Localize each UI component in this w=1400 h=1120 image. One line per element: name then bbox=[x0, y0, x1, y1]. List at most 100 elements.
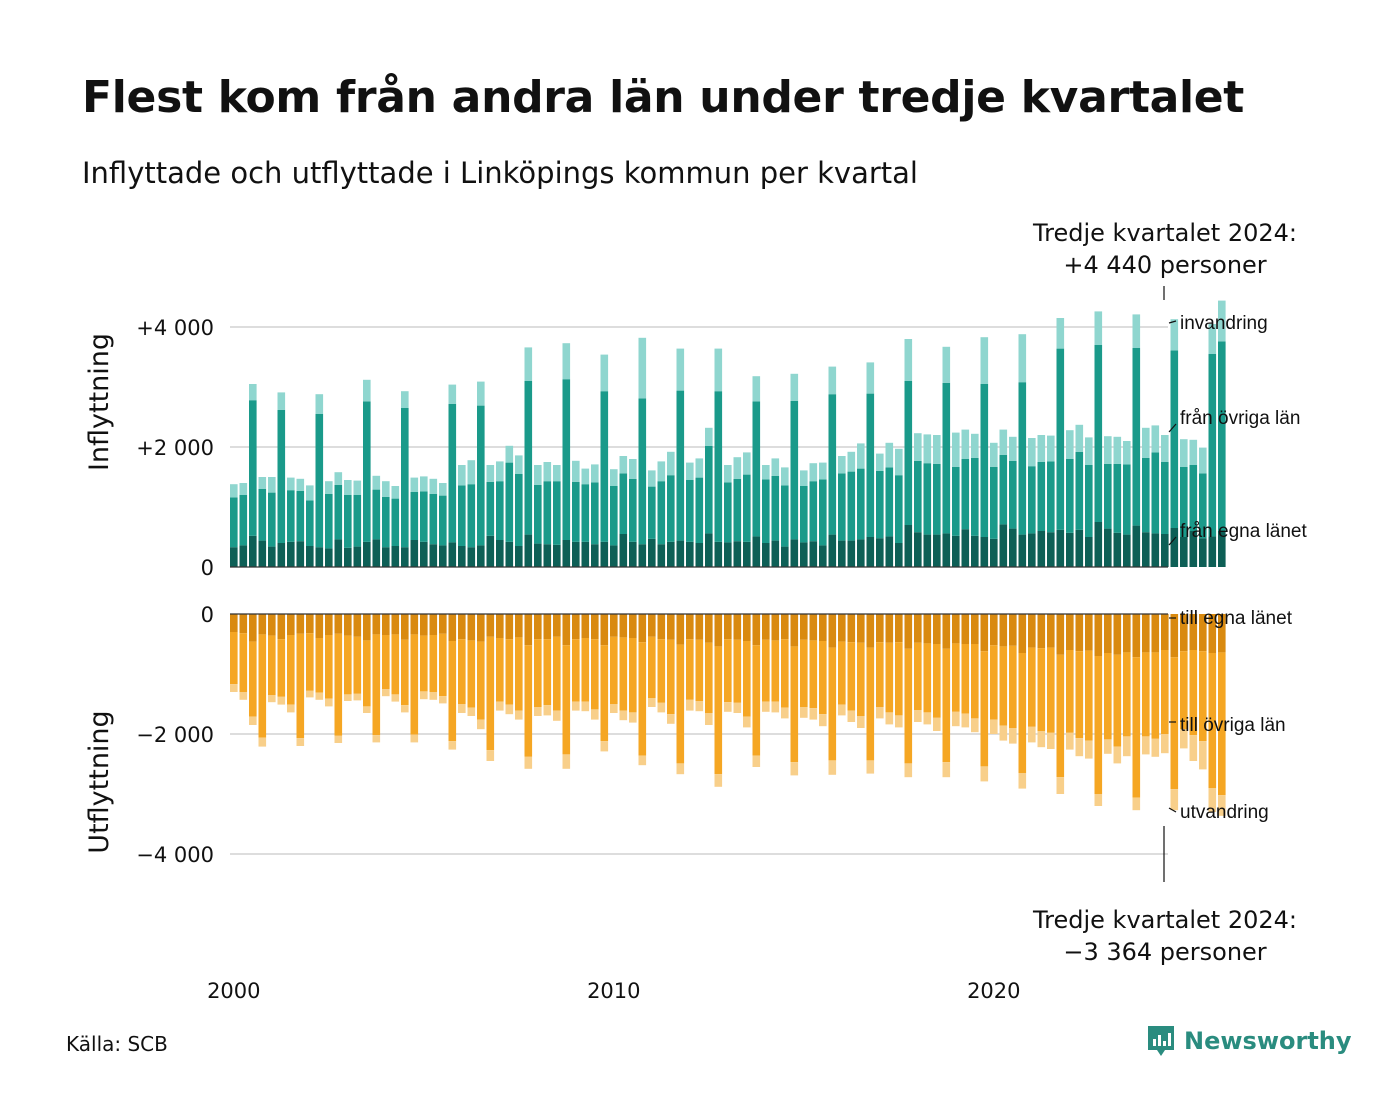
bar-out-1-41 bbox=[619, 637, 628, 711]
bar-in-1-7 bbox=[296, 490, 305, 542]
bar-out-0-2 bbox=[249, 614, 257, 642]
bar-out-2-14 bbox=[363, 706, 371, 713]
bar-in-2-22 bbox=[439, 483, 447, 496]
bar-in-1-3 bbox=[258, 489, 267, 541]
bar-in-0-102 bbox=[1199, 538, 1207, 567]
bar-in-2-85 bbox=[1037, 435, 1046, 462]
bar-out-0-80 bbox=[990, 614, 998, 646]
bar-out-1-48 bbox=[686, 639, 694, 700]
bar-in-2-62 bbox=[819, 462, 827, 480]
bar-out-0-93 bbox=[1113, 614, 1122, 655]
bar-in-1-8 bbox=[306, 500, 314, 546]
bar-in-0-38 bbox=[591, 544, 599, 567]
bar-out-2-51 bbox=[714, 774, 723, 787]
bar-in-0-11 bbox=[334, 539, 343, 567]
bar-in-2-25 bbox=[467, 460, 476, 485]
bar-out-0-4 bbox=[268, 614, 276, 636]
bar-out-2-59 bbox=[790, 762, 799, 776]
bar-out-2-67 bbox=[866, 760, 875, 774]
bar-out-1-32 bbox=[534, 639, 542, 707]
bar-out-0-100 bbox=[1180, 614, 1188, 652]
bar-in-1-64 bbox=[838, 473, 846, 541]
bar-out-2-3 bbox=[258, 737, 267, 747]
bar-in-0-100 bbox=[1180, 537, 1188, 567]
bar-out-2-69 bbox=[885, 712, 894, 725]
bar-in-0-92 bbox=[1104, 528, 1112, 567]
bar-in-2-11 bbox=[334, 472, 343, 485]
bar-out-2-58 bbox=[781, 707, 789, 719]
bar-out-2-8 bbox=[306, 690, 314, 698]
bar-out-0-104 bbox=[1218, 614, 1226, 653]
bar-in-2-8 bbox=[306, 485, 314, 501]
bar-in-1-38 bbox=[591, 482, 599, 545]
bar-in-0-46 bbox=[667, 541, 675, 567]
bar-in-0-56 bbox=[762, 543, 770, 567]
top-ytick-1: +2 000 bbox=[136, 436, 214, 460]
bar-in-1-24 bbox=[458, 485, 466, 546]
bar-out-1-13 bbox=[353, 636, 362, 694]
bar-in-1-2 bbox=[249, 400, 257, 536]
bar-out-2-15 bbox=[372, 735, 381, 743]
bar-in-2-93 bbox=[1113, 436, 1122, 464]
bar-in-2-36 bbox=[572, 460, 580, 482]
bar-out-1-85 bbox=[1037, 648, 1046, 731]
inflow-bars bbox=[230, 300, 1226, 567]
bar-in-1-43 bbox=[638, 398, 647, 545]
bar-out-0-11 bbox=[334, 614, 343, 634]
bar-out-0-78 bbox=[971, 614, 979, 644]
bar-in-0-15 bbox=[372, 539, 381, 567]
bar-in-0-76 bbox=[952, 535, 960, 567]
bar-out-0-66 bbox=[857, 614, 865, 643]
bar-in-2-19 bbox=[410, 477, 419, 492]
bar-in-2-26 bbox=[477, 381, 485, 406]
bar-in-0-74 bbox=[933, 534, 941, 567]
bar-in-0-28 bbox=[496, 540, 504, 567]
bar-out-1-10 bbox=[325, 635, 333, 699]
bar-in-2-57 bbox=[771, 458, 780, 476]
bar-out-0-72 bbox=[914, 614, 922, 643]
bar-out-1-44 bbox=[648, 636, 656, 698]
bar-in-0-88 bbox=[1066, 532, 1074, 567]
bar-out-2-95 bbox=[1132, 797, 1141, 811]
bar-in-1-78 bbox=[971, 457, 979, 536]
bar-in-0-79 bbox=[980, 537, 989, 567]
bar-in-0-31 bbox=[524, 534, 533, 567]
bar-in-1-22 bbox=[439, 495, 447, 546]
bar-in-1-86 bbox=[1047, 461, 1055, 533]
bar-in-1-67 bbox=[866, 393, 875, 537]
bar-out-0-41 bbox=[619, 614, 628, 638]
bar-in-0-23 bbox=[448, 542, 457, 567]
bar-in-2-32 bbox=[534, 465, 542, 485]
bar-out-2-86 bbox=[1047, 732, 1055, 749]
bar-in-1-82 bbox=[1009, 460, 1017, 529]
bar-in-1-72 bbox=[914, 460, 922, 533]
bar-in-0-65 bbox=[847, 540, 856, 567]
bar-in-2-0 bbox=[230, 484, 238, 498]
bar-out-1-16 bbox=[382, 635, 390, 689]
seglabel-till-egna: till egna länet bbox=[1180, 608, 1293, 629]
bar-in-2-74 bbox=[933, 435, 941, 464]
top-ylabel: Inflyttning bbox=[84, 333, 115, 471]
bar-in-0-87 bbox=[1056, 529, 1065, 567]
bar-out-0-91 bbox=[1094, 614, 1103, 656]
bar-out-2-89 bbox=[1075, 738, 1084, 757]
bar-out-2-48 bbox=[686, 699, 694, 711]
bar-in-1-93 bbox=[1113, 463, 1122, 533]
annotation-bottom-line2: −3 364 personer bbox=[1063, 938, 1266, 966]
bar-in-0-93 bbox=[1113, 532, 1122, 567]
bar-out-0-0 bbox=[230, 614, 238, 632]
bar-out-0-75 bbox=[942, 614, 951, 649]
bar-out-1-33 bbox=[543, 639, 552, 706]
bar-out-0-33 bbox=[543, 614, 552, 640]
bar-out-1-77 bbox=[961, 644, 970, 714]
bar-in-2-55 bbox=[752, 376, 761, 402]
bar-in-1-74 bbox=[933, 463, 941, 535]
bar-out-2-33 bbox=[543, 705, 552, 716]
bar-out-2-2 bbox=[249, 716, 257, 725]
bar-out-0-51 bbox=[714, 614, 723, 647]
bar-out-0-102 bbox=[1199, 614, 1207, 652]
bar-in-1-104 bbox=[1218, 341, 1226, 531]
bar-in-1-52 bbox=[724, 482, 732, 543]
bar-out-1-88 bbox=[1066, 650, 1074, 733]
bar-out-2-66 bbox=[857, 716, 865, 728]
